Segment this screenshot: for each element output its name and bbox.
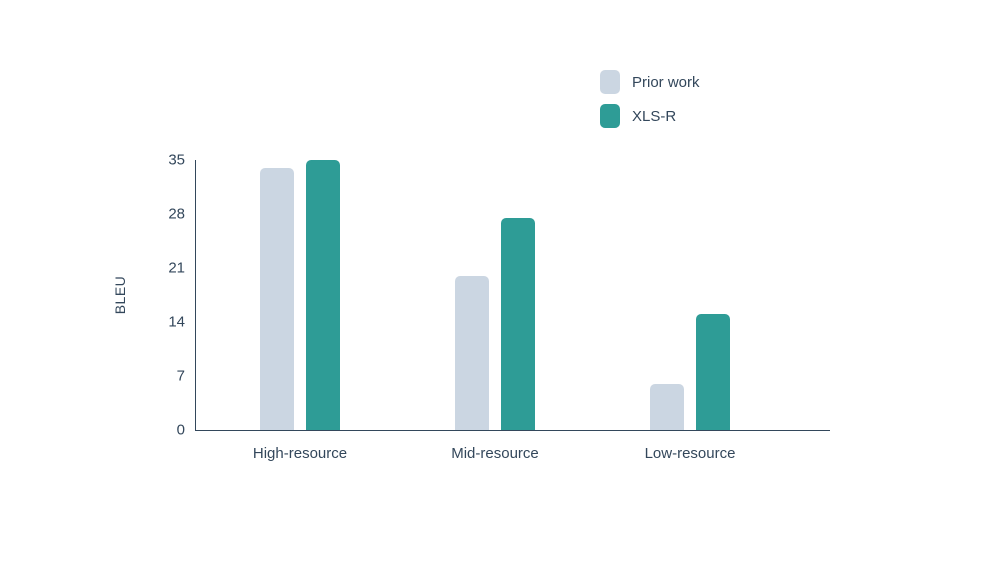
- bar-mid-prior: [455, 276, 489, 430]
- x-tick-mid-resource: Mid-resource: [451, 445, 539, 462]
- x-tick-high-resource: High-resource: [253, 445, 347, 462]
- bar-group-low-resource: [650, 314, 730, 430]
- legend-swatch-xlsr: [600, 104, 620, 128]
- y-axis: 35 28 21 14 7 0: [140, 160, 195, 430]
- y-tick-28: 28: [145, 206, 185, 223]
- chart-plot-area: [195, 160, 830, 430]
- x-axis-line: [195, 430, 830, 431]
- legend-label-xlsr: XLS-R: [632, 108, 676, 125]
- y-axis-label: BLEU: [112, 276, 128, 315]
- bar-low-prior: [650, 384, 684, 430]
- y-tick-7: 7: [145, 368, 185, 385]
- bar-group-high-resource: [260, 160, 340, 430]
- legend-item-xlsr: XLS-R: [600, 104, 700, 128]
- bar-mid-xlsr: [501, 218, 535, 430]
- legend-item-prior-work: Prior work: [600, 70, 700, 94]
- bar-high-prior: [260, 168, 294, 430]
- y-tick-14: 14: [145, 314, 185, 331]
- legend: Prior work XLS-R: [600, 70, 700, 128]
- legend-label-prior-work: Prior work: [632, 74, 700, 91]
- y-tick-35: 35: [145, 152, 185, 169]
- y-tick-0: 0: [145, 422, 185, 439]
- bar-group-mid-resource: [455, 218, 535, 430]
- bar-low-xlsr: [696, 314, 730, 430]
- x-tick-low-resource: Low-resource: [645, 445, 736, 462]
- y-tick-21: 21: [145, 260, 185, 277]
- legend-swatch-prior-work: [600, 70, 620, 94]
- bar-high-xlsr: [306, 160, 340, 430]
